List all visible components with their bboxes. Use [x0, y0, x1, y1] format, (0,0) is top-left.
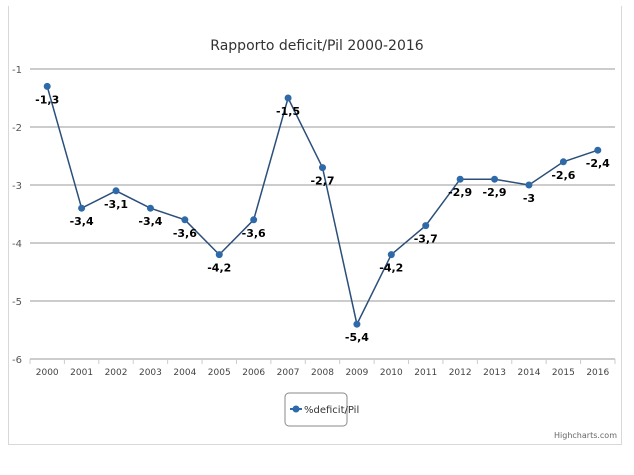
data-label: -1,3 — [35, 93, 59, 106]
data-point — [78, 204, 86, 212]
data-point — [594, 146, 602, 154]
data-label: -3,7 — [414, 233, 438, 246]
x-tick-label: 2003 — [139, 368, 162, 378]
x-tick-label: 2012 — [449, 368, 472, 378]
data-point — [559, 158, 567, 166]
data-point — [43, 82, 51, 90]
x-tick-label: 2015 — [552, 368, 575, 378]
y-tick-label: -5 — [12, 297, 22, 308]
data-point — [387, 251, 395, 259]
credits-link[interactable]: Highcharts.com — [554, 431, 617, 440]
data-point — [353, 320, 361, 328]
data-label: -4,2 — [379, 262, 403, 275]
x-tick-label: 2014 — [518, 368, 541, 378]
data-label: -2,6 — [551, 169, 575, 182]
y-tick-label: -6 — [12, 355, 22, 366]
data-point — [456, 175, 464, 183]
data-label: -3,4 — [138, 215, 162, 228]
data-point — [525, 181, 533, 189]
data-label: -3,1 — [104, 198, 128, 211]
data-point — [112, 187, 120, 195]
data-label: -4,2 — [207, 262, 231, 275]
data-point — [181, 216, 189, 224]
data-point — [284, 94, 292, 102]
x-tick-label: 2000 — [36, 368, 59, 378]
x-tick-label: 2002 — [105, 368, 128, 378]
x-tick-label: 2004 — [173, 368, 196, 378]
y-tick-label: -2 — [12, 123, 22, 134]
y-tick-label: -3 — [12, 181, 22, 192]
x-tick-label: 2008 — [311, 368, 334, 378]
x-tick-label: 2010 — [380, 368, 403, 378]
data-label: -3 — [523, 192, 535, 205]
data-label: -3,6 — [242, 227, 266, 240]
series-line — [46, 86, 599, 327]
x-tick-label: 2013 — [483, 368, 506, 378]
data-label: -3,4 — [70, 215, 94, 228]
data-point — [215, 251, 223, 259]
legend-marker-icon — [292, 405, 300, 413]
x-tick-label: 2009 — [345, 368, 368, 378]
x-tick-label: 2011 — [414, 368, 437, 378]
x-tick-label: 2006 — [242, 368, 265, 378]
chart-frame — [8, 6, 622, 445]
y-tick-label: -4 — [12, 239, 22, 250]
data-label: -3,6 — [173, 227, 197, 240]
x-tick-label: 2005 — [208, 368, 231, 378]
data-label: -2,4 — [586, 157, 610, 170]
data-point — [146, 204, 154, 212]
x-tick-label: 2001 — [70, 368, 93, 378]
data-label: -2,9 — [448, 186, 472, 199]
data-label: -5,4 — [345, 331, 369, 344]
chart-title: Rapporto deficit/Pil 2000-2016 — [210, 38, 423, 54]
data-point — [250, 216, 258, 224]
y-tick-label: -1 — [12, 65, 22, 76]
x-tick-label: 2016 — [586, 368, 609, 378]
data-label: -2,9 — [483, 186, 507, 199]
data-point — [491, 175, 499, 183]
data-label: -2,7 — [310, 175, 334, 188]
data-point — [319, 164, 326, 172]
data-point — [422, 222, 430, 230]
data-label: -1,5 — [276, 105, 300, 118]
legend-label[interactable]: %deficit/Pil — [304, 405, 359, 416]
legend-item-box[interactable] — [284, 392, 348, 427]
x-tick-label: 2007 — [277, 368, 300, 378]
